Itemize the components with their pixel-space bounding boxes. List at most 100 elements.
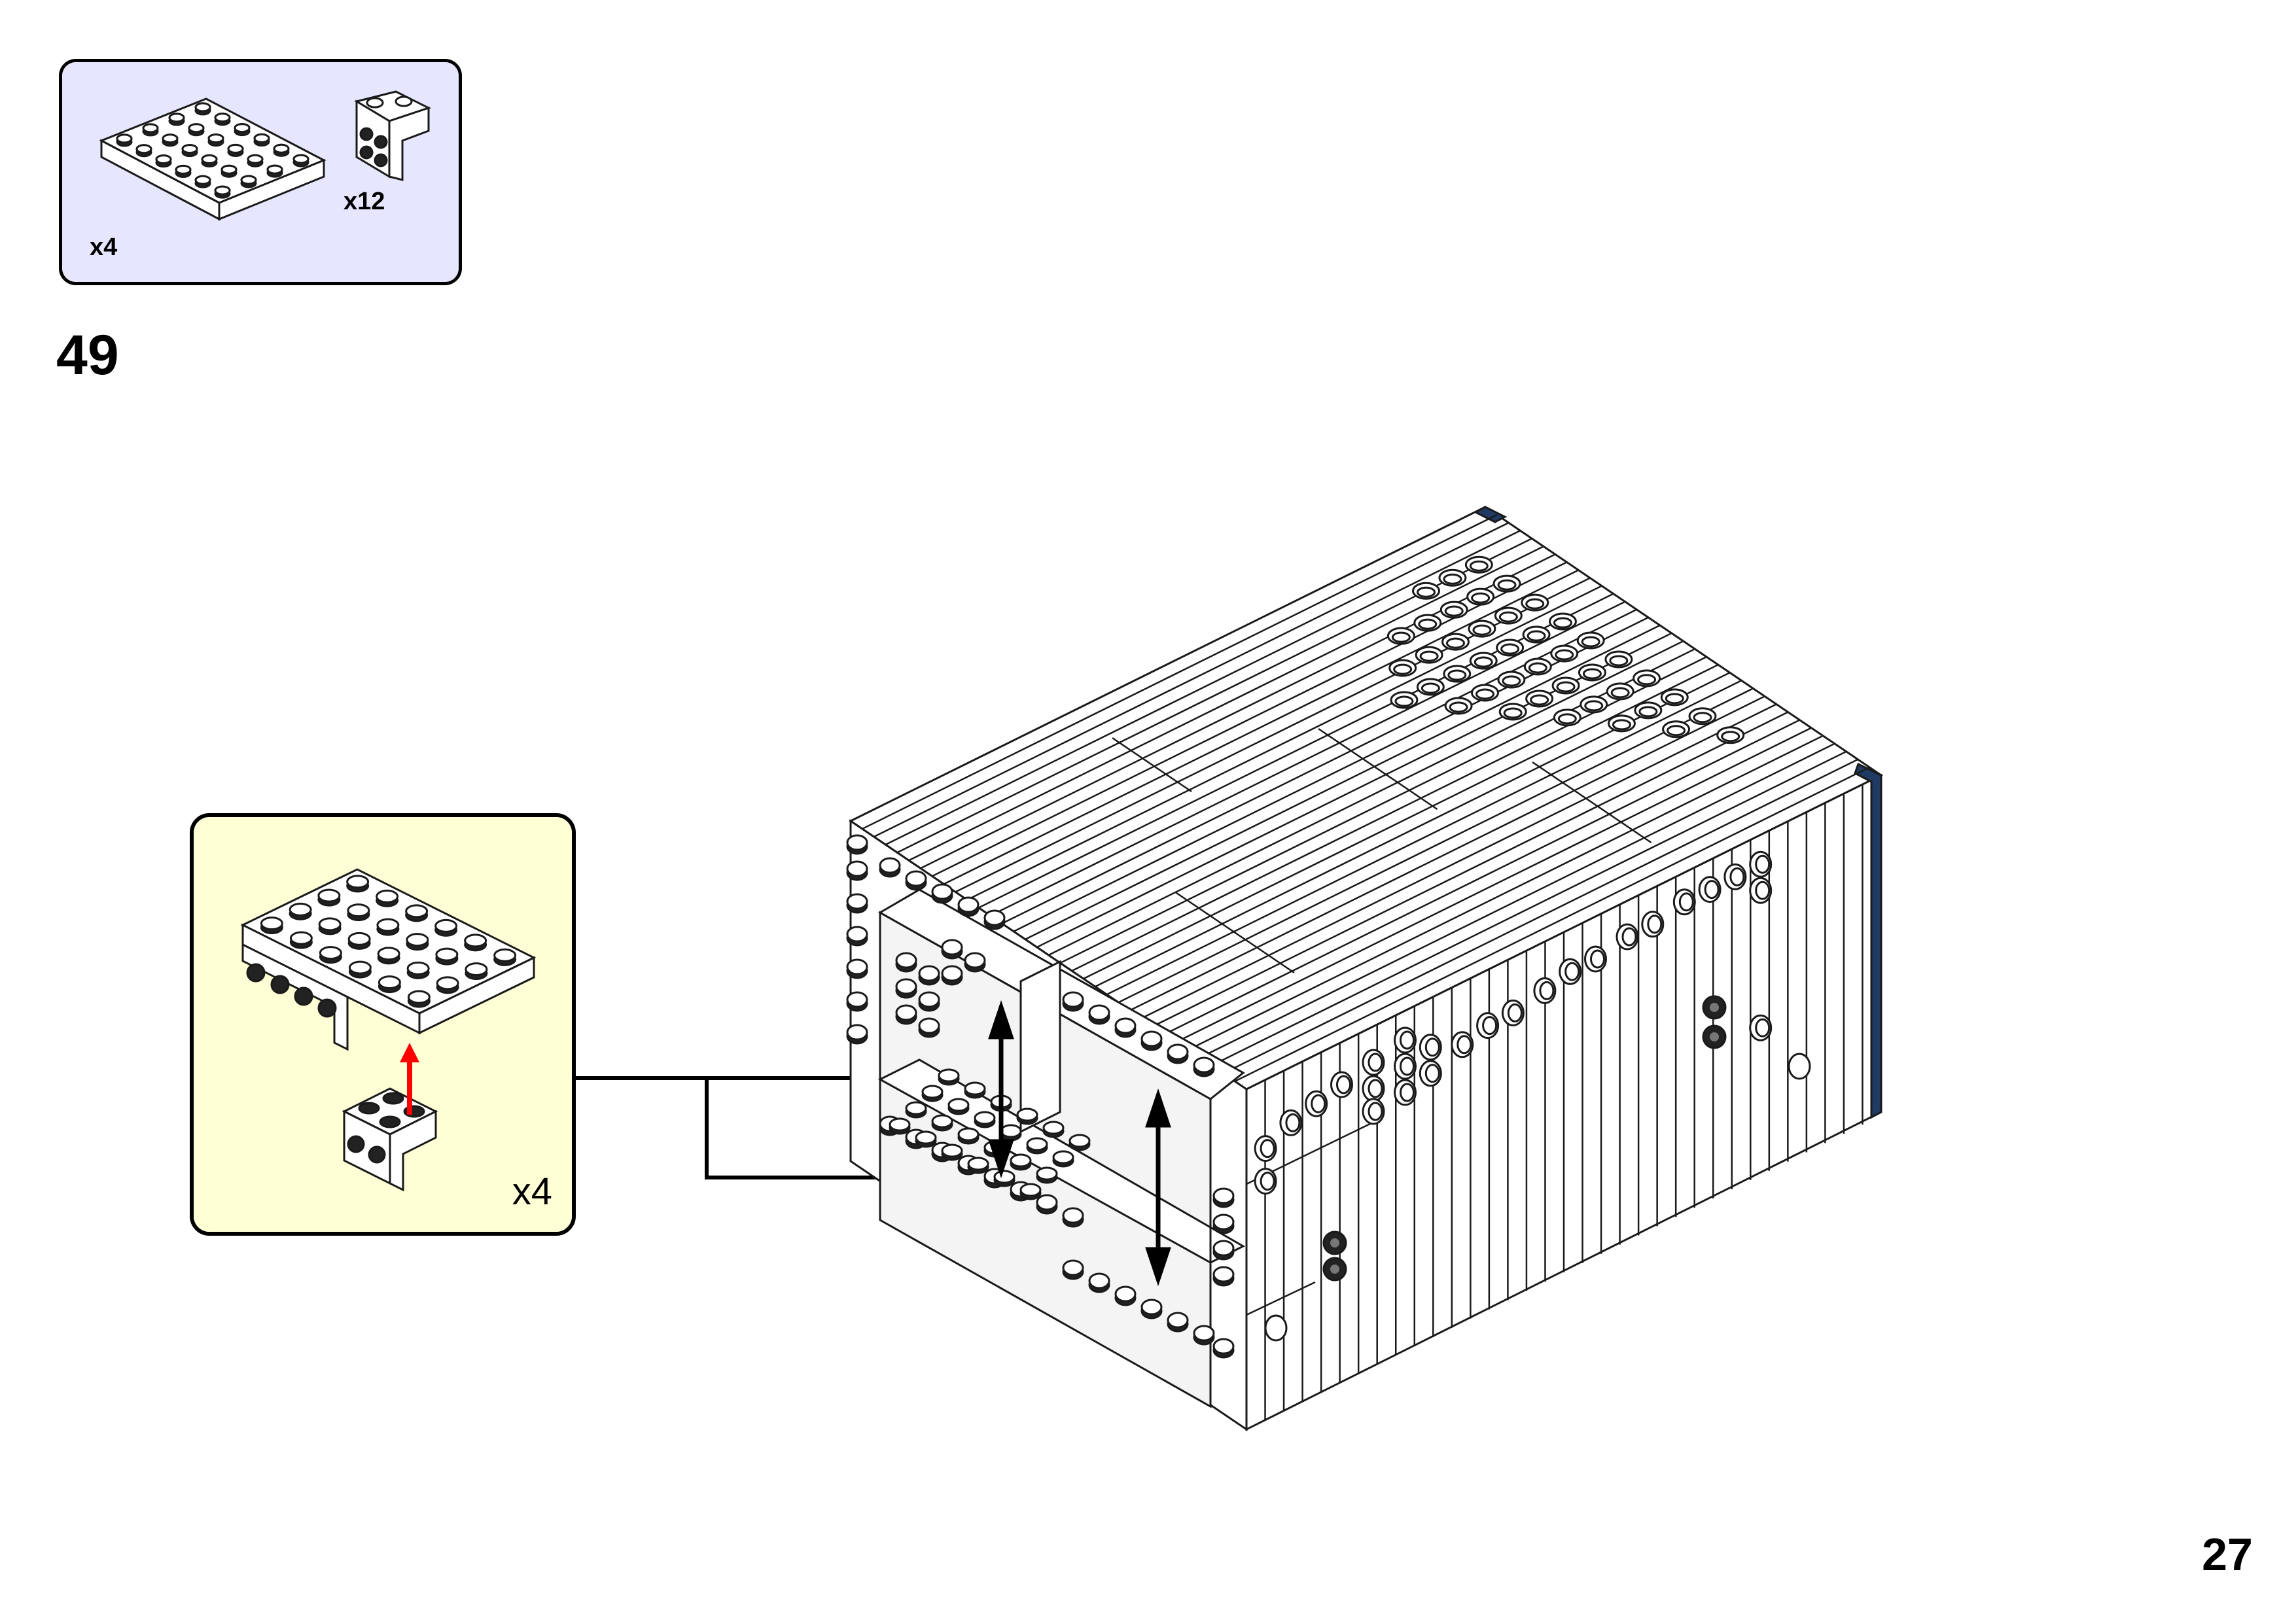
stud-top [464,934,487,948]
plate-stud [921,1085,944,1099]
front-stud [895,1004,917,1021]
pin-hole-inner [1710,1032,1719,1041]
front-stud [1140,1299,1163,1316]
stud-top [348,960,372,975]
side-stud-inner [1704,880,1720,899]
plank-line [1141,703,1777,1019]
hollow-stud-inner [1612,719,1631,731]
hollow-stud-inner [1474,656,1493,668]
stud-top [319,946,342,960]
side-stud-inner [1400,1083,1415,1102]
plank-line [874,521,1510,838]
parts-list-illustration [62,62,459,282]
plank-line [1048,640,1684,956]
front-studs [846,834,1235,1359]
front-stud [918,991,940,1008]
front-stud [1212,1338,1235,1355]
hollow-stud-inner [1667,725,1686,737]
hollow-stud-inner [1584,700,1604,712]
hollow-stud-inner [1421,682,1440,694]
stud-top [214,185,231,196]
hollow-stud-inner [1446,637,1466,649]
stud-top [407,990,431,1004]
side-stud-inner [1729,867,1745,886]
plank-line [1211,750,1847,1066]
hollow-stud-inner [1637,674,1657,686]
front-stud [1212,1187,1235,1204]
hollow-stud-inner [1497,579,1517,591]
front-stud [1062,991,1084,1008]
side-stud [1788,1053,1811,1080]
plank-line [1164,719,1800,1035]
plate-stud [905,1101,927,1115]
plank-seam [1174,891,1295,974]
stud-top [292,154,309,164]
side-stud-inner [1400,1056,1415,1076]
front-stud [1212,1240,1235,1257]
plate-stud [1019,1183,1042,1197]
pin-hole-inner [1330,1238,1339,1248]
plank-line [862,514,1498,830]
side-stud-inner [1400,1030,1415,1050]
plate-4x6-part [99,97,327,221]
side-stud-inner [1678,892,1694,912]
stud-top [376,889,399,903]
stud-top [377,947,400,961]
hollow-stud-inner [1556,681,1576,693]
front-stud [1212,1213,1235,1230]
plate-stud [1000,1124,1022,1138]
hollow-stud-inner [1693,712,1712,724]
plate-stud [964,1081,986,1096]
bracket-quantity: x12 [344,188,385,215]
subassembly-callout: x4 [190,813,576,1236]
hollow-stud-inner [1391,631,1411,643]
plate-stud [967,1157,989,1171]
stud-top [347,932,371,946]
side-stud-inner [1424,1038,1440,1057]
front-stud [941,939,963,956]
side-stud-inner [1755,881,1771,900]
front-stud [931,883,953,900]
stud-top [405,904,429,918]
plate-stud [1052,1150,1074,1164]
plate-stud [993,1170,1016,1184]
side-stud-inner [1368,1102,1383,1121]
side-stud-inner [1482,1016,1498,1036]
front-stud [879,857,901,874]
hollow-stud-inner [1503,707,1523,719]
front-stud [918,965,940,982]
plank-line [1188,735,1824,1051]
hollow-stud-inner [1469,560,1489,572]
stud-top [289,931,313,945]
side-stud-inner [1311,1094,1326,1113]
side-stud-inner [1368,1079,1383,1098]
hollow-stud-inner [1449,701,1468,713]
side-stud-inner [1260,1172,1275,1191]
hollow-stud-inner [1502,675,1521,687]
front-stud [1062,1207,1084,1224]
stud-top [346,875,370,889]
plate-quantity: x4 [90,234,118,261]
stud-top [436,976,459,990]
side-stud-inner [1755,1018,1771,1038]
plank-line [1025,624,1661,941]
side-stud-inner [1507,1003,1523,1022]
stud-top [214,113,231,123]
stud-top [378,975,401,990]
side-stud-inner [1368,1053,1383,1072]
subassembly-multiplier: x4 [512,1170,552,1213]
plank-seam [1112,737,1192,793]
stud-top [207,133,224,144]
stud-top [116,133,133,144]
front-stud [957,896,980,913]
stud-top [142,123,159,133]
stud-top [317,888,341,903]
hollow-stud-inner [1498,611,1518,623]
pin-hole-inner [1710,1003,1719,1012]
hollow-stud-inner [1610,687,1630,699]
front-stud [846,860,868,877]
stud-top [155,154,172,165]
stud-top [318,917,342,932]
hollow-stud-inner [1471,592,1491,604]
front-stud [895,978,917,995]
